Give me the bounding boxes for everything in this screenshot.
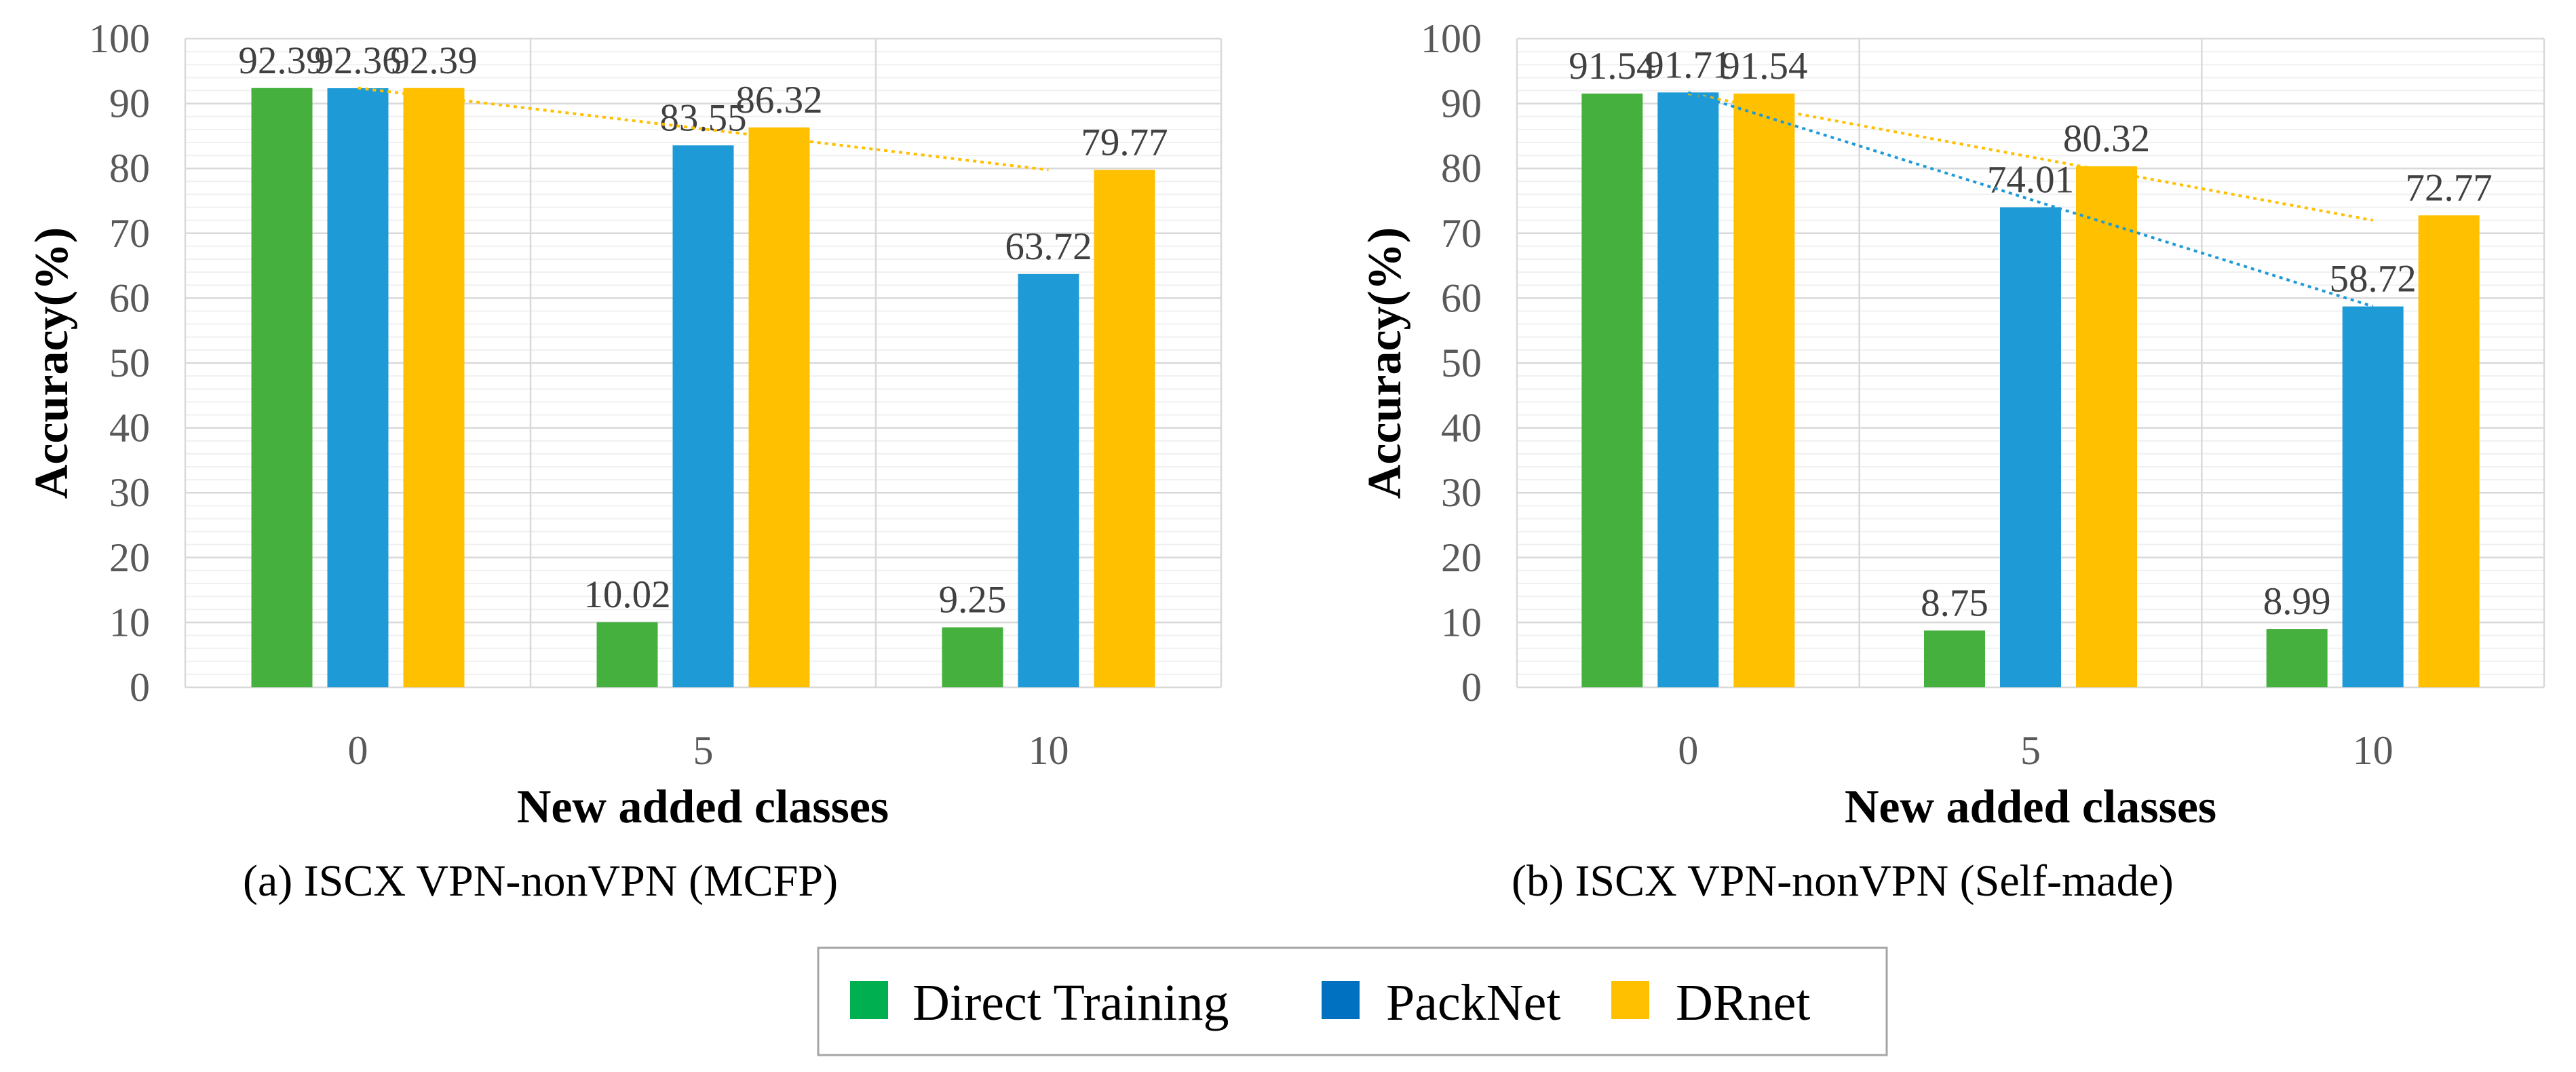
chart-b: 0 10 20 30 40 50 60 70 80 90 100 0 5 10 91.54 8.75 8.99 9… <box>1359 16 2545 906</box>
bar <box>2418 215 2480 687</box>
bar <box>942 627 1003 687</box>
data-label: 74.01 <box>1987 158 2074 201</box>
y-tick-label: 80 <box>1441 146 1482 191</box>
x-tick-label: 10 <box>1029 728 1069 773</box>
bar <box>403 88 465 688</box>
bar <box>1733 93 1795 688</box>
bar <box>2000 207 2061 688</box>
y-tick-label: 80 <box>109 146 150 191</box>
bar <box>327 88 389 688</box>
legend: Direct Training PackNet DRnet <box>817 946 1888 1056</box>
legend-label: Direct Training <box>912 974 1229 1031</box>
bar <box>251 88 313 688</box>
chart-a: 0 10 20 30 40 50 60 70 80 90 100 0 5 10 92.39 10.02 9.25… <box>26 16 1223 906</box>
y-tick-label: 10 <box>109 600 150 645</box>
y-axis-title: Accuracy(%) <box>1359 227 1411 499</box>
trendline <box>1687 91 2374 308</box>
y-tick-label: 0 <box>1461 665 1482 710</box>
data-label: 83.55 <box>659 96 746 139</box>
bar <box>1018 273 1079 687</box>
x-tick-label: 5 <box>2020 728 2041 773</box>
data-label: 91.54 <box>1569 45 1655 88</box>
x-axis-title: New added classes <box>517 781 889 833</box>
data-label: 91.54 <box>1720 45 1807 88</box>
legend-swatch <box>1611 981 1649 1019</box>
chart-caption: (b) ISCX VPN-nonVPN (Self-made) <box>1512 856 2174 906</box>
chart-caption: (a) ISCX VPN-nonVPN (MCFP) <box>243 856 838 906</box>
data-label: 9.25 <box>939 579 1007 621</box>
x-tick-label: 5 <box>693 728 714 773</box>
bar <box>1924 630 1985 687</box>
x-axis-title: New added classes <box>1845 781 2216 833</box>
data-label: 63.72 <box>1005 225 1092 268</box>
legend-label: PackNet <box>1386 974 1560 1031</box>
x-tick-label: 10 <box>2353 728 2394 773</box>
data-label: 72.77 <box>2406 166 2493 209</box>
legend-swatch <box>850 981 888 1019</box>
y-tick-label: 30 <box>1441 470 1482 515</box>
y-tick-label: 60 <box>109 275 150 320</box>
data-label: 79.77 <box>1081 121 1168 164</box>
x-tick-label: 0 <box>348 728 368 773</box>
data-label: 86.32 <box>735 79 822 121</box>
y-tick-label: 20 <box>109 535 150 580</box>
legend-label: DRnet <box>1676 974 1810 1031</box>
bar <box>596 622 658 687</box>
y-tick-label: 100 <box>1421 16 1482 61</box>
bar <box>2266 629 2328 687</box>
bar <box>672 145 734 688</box>
y-tick-label: 0 <box>130 665 150 710</box>
y-tick-label: 50 <box>1441 341 1482 385</box>
legend-swatch <box>1322 981 1360 1019</box>
data-label: 58.72 <box>2330 258 2417 301</box>
bar <box>1581 93 1643 688</box>
data-label: 80.32 <box>2063 117 2150 160</box>
data-label: 8.99 <box>2263 580 2331 623</box>
y-tick-label: 20 <box>1441 535 1482 580</box>
x-tick-label: 0 <box>1678 728 1698 773</box>
bar <box>2076 166 2137 687</box>
data-label: 92.36 <box>314 39 401 82</box>
y-tick-label: 90 <box>1441 81 1482 126</box>
data-label: 8.75 <box>1921 581 1988 624</box>
y-tick-label: 10 <box>1441 600 1482 645</box>
data-label: 10.02 <box>583 573 670 616</box>
data-label: 92.39 <box>238 39 325 82</box>
bar <box>1094 170 1155 687</box>
y-tick-label: 60 <box>1441 275 1482 320</box>
data-label: 91.71 <box>1645 43 1731 86</box>
y-tick-label: 70 <box>109 211 150 256</box>
bar <box>2342 306 2404 687</box>
data-label: 92.39 <box>390 39 477 82</box>
y-tick-label: 50 <box>109 341 150 385</box>
y-tick-label: 90 <box>109 81 150 126</box>
bar <box>748 127 810 687</box>
y-axis-title: Accuracy(%) <box>26 227 78 499</box>
y-tick-label: 70 <box>1441 211 1482 256</box>
bar <box>1657 92 1719 688</box>
y-tick-label: 40 <box>109 406 150 451</box>
y-tick-label: 30 <box>109 470 150 515</box>
y-tick-label: 40 <box>1441 406 1482 451</box>
y-tick-label: 100 <box>89 16 150 61</box>
